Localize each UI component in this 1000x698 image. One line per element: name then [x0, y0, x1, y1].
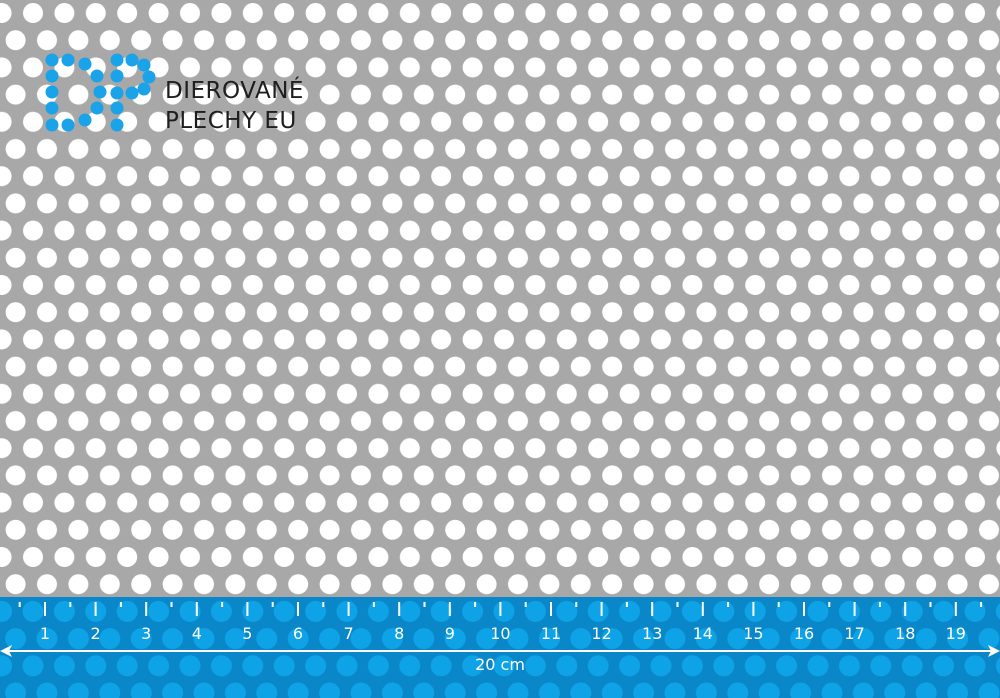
ruler-label: 2	[91, 624, 101, 643]
ruler-label: 9	[445, 624, 455, 643]
ruler-label: 6	[293, 624, 303, 643]
logo-dot	[90, 101, 104, 115]
logo-dot	[45, 101, 59, 115]
ruler-label: 16	[794, 624, 814, 643]
logo-dot	[110, 69, 124, 83]
ruler-label: 1	[40, 624, 50, 643]
logo-dot	[45, 69, 59, 83]
logo-dot	[78, 57, 92, 71]
logo-dot	[110, 53, 124, 67]
logo-dot	[45, 85, 59, 99]
logo-dot	[78, 113, 92, 127]
ruler-label: 14	[693, 624, 713, 643]
logo-text-line1: DIEROVANÉ	[165, 78, 304, 104]
ruler-label: 13	[642, 624, 662, 643]
ruler-label: 15	[743, 624, 763, 643]
ruler-label: 12	[591, 624, 611, 643]
logo-dot	[61, 53, 75, 67]
logo-dot	[45, 118, 59, 132]
ruler-label: 7	[344, 624, 354, 643]
logo-dot	[110, 101, 124, 115]
logo-dot	[45, 53, 59, 67]
arrow-right-icon	[988, 645, 1000, 657]
logo-dot	[142, 70, 156, 84]
arrow-left-icon	[0, 645, 12, 657]
logo-text-line2: PLECHY EU	[165, 108, 297, 134]
logo-dot	[137, 82, 151, 96]
ruler-label: 8	[394, 624, 404, 643]
logo-dot	[61, 118, 75, 132]
logo-dot	[125, 53, 139, 67]
ruler-label: 19	[946, 624, 966, 643]
ruler-label: 4	[192, 624, 202, 643]
ruler-label: 17	[844, 624, 864, 643]
logo-dot	[90, 69, 104, 83]
ruler-label: 18	[895, 624, 915, 643]
ruler-label: 3	[141, 624, 151, 643]
logo-dot	[125, 86, 139, 100]
ruler-label: 5	[242, 624, 252, 643]
ruler-label: 11	[541, 624, 561, 643]
logo-dot	[137, 58, 151, 72]
ruler-label: 10	[490, 624, 510, 643]
total-length-label: 20 cm	[475, 655, 525, 674]
logo-dot	[93, 85, 107, 99]
logo-dot	[110, 118, 124, 132]
logo-dot	[110, 86, 124, 100]
logo-mark	[45, 53, 156, 132]
